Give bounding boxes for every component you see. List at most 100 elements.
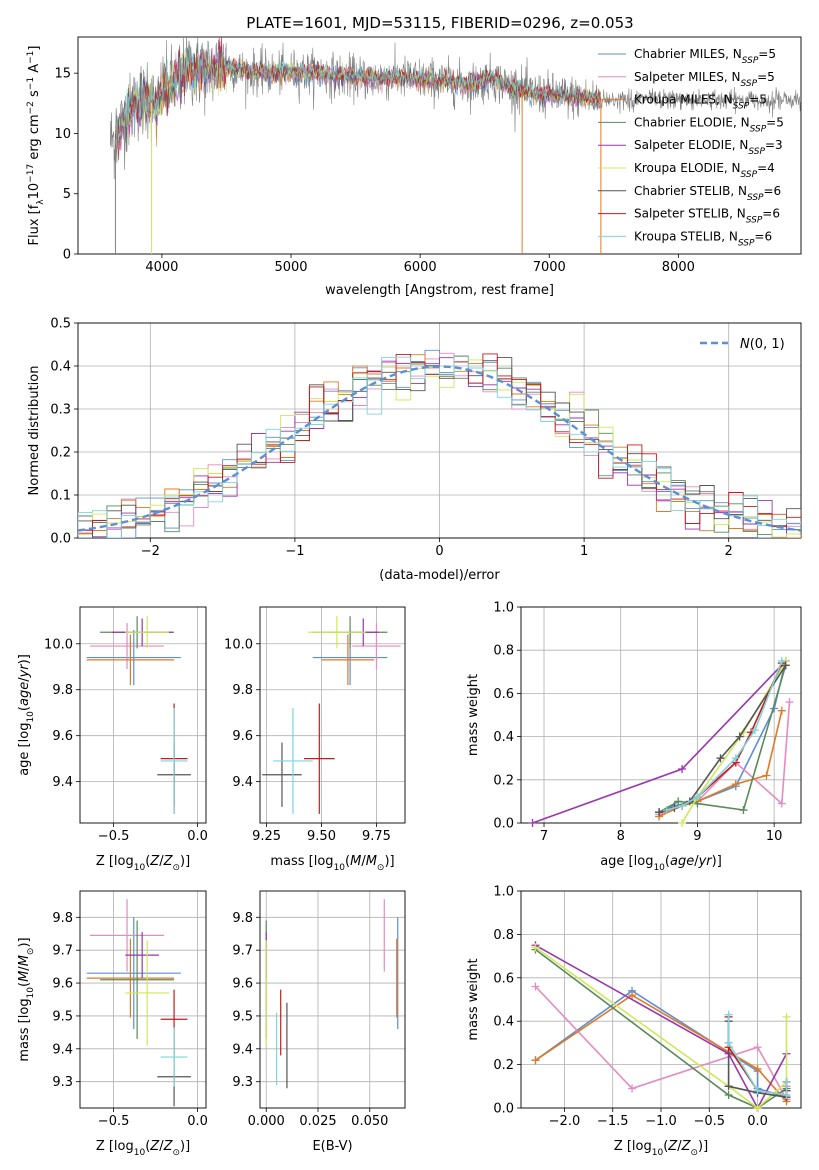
y-tick-label: 9.3	[52, 1075, 73, 1090]
x-tick-label: 9.75	[362, 829, 391, 844]
weight-marker	[777, 706, 786, 715]
y-tick-label: 0.3	[50, 403, 71, 418]
legend-entry: Salpeter ELODIE, NSSP=3	[634, 138, 783, 157]
plot-frame	[79, 890, 207, 1109]
weight-marker	[777, 799, 786, 808]
legend-entry: Kroupa STELIB, NSSP=6	[634, 229, 772, 248]
weight-marker	[753, 1043, 762, 1052]
weight-marker	[724, 1082, 733, 1091]
spectrum-axes: 4000 5000 6000 7000 8000 0 5 10 15 wavelength [An…	[26, 36, 802, 298]
x-axis-label: age [log10(age/yr)]	[600, 854, 722, 873]
x-tick-label: 0.025	[299, 1114, 336, 1129]
y-axis-label: mass [log10(M/M⊙)]	[17, 937, 36, 1061]
legend-entry: N(0, 1)	[740, 337, 785, 352]
legend-entry: Kroupa MILES, NSSP=5	[634, 93, 767, 112]
y-tick-label: 10	[54, 127, 71, 142]
legend: Chabrier MILES, NSSP=5 Salpeter MILES, NS…	[598, 47, 784, 248]
weight-line	[666, 660, 783, 811]
y-tick-label: 1.0	[493, 601, 514, 616]
y-tick-label: 0.2	[493, 1058, 514, 1073]
z-vs-weight-axes: −2.0 −1.5 −1.0 −0.5 0.0 0.0 0.2 0.4 0.6 0.8 1.0 Z […	[466, 885, 802, 1158]
y-tick-label: 0.0	[493, 1102, 514, 1117]
weight-marker	[678, 819, 687, 827]
x-axis-label: mass [log10(M/M⊙)]	[270, 854, 394, 873]
weight-marker	[678, 765, 687, 773]
residuals-axes: −2 −1 0 1 2 0.0 0.1 0.2 0.3 0.4 0.5 (data-model)/er…	[27, 317, 802, 583]
y-tick-label: 9.7	[52, 944, 73, 959]
x-axis-label: (data-model)/error	[379, 568, 500, 583]
weight-marker	[724, 1090, 733, 1099]
legend-entry: Salpeter STELIB, NSSP=6	[634, 207, 780, 226]
y-tick-label: 0.6	[493, 971, 514, 986]
x-tick-label: −1.0	[645, 1114, 677, 1129]
y-tick-label: 9.4	[52, 775, 73, 790]
z-vs-mass-axes: −0.5 0.0 9.3 9.4 9.5 9.6 9.7 9.8 Z [log10(Z/Z⊙)]…	[17, 890, 208, 1158]
x-axis-label: E(B-V)	[312, 1139, 352, 1154]
legend-entry: Kroupa ELODIE, NSSP=4	[634, 161, 775, 180]
y-tick-label: 9.5	[232, 1009, 253, 1024]
weight-marker	[731, 754, 740, 763]
weight-line	[535, 946, 788, 1108]
y-tick-label: 0.1	[50, 489, 71, 504]
x-axis-label: Z [log10(Z/Z⊙)]	[614, 1139, 708, 1158]
y-tick-label: 9.4	[52, 1042, 73, 1057]
plot-frame	[77, 36, 802, 255]
weight-marker	[693, 793, 702, 802]
plot-frame	[520, 606, 802, 824]
weight-marker	[777, 657, 786, 665]
x-tick-label: −0.5	[98, 1114, 130, 1129]
y-tick-label: 0.6	[493, 687, 514, 702]
y-tick-label: 9.4	[232, 1042, 253, 1057]
weight-marker	[716, 754, 725, 763]
y-axis-label: Flux [fλ10−17 erg cm−2 s−1 A−1]	[26, 46, 46, 246]
x-tick-label: 0.050	[351, 1114, 388, 1129]
y-tick-label: 9.7	[232, 944, 253, 959]
y-tick-label: 0.8	[493, 644, 514, 659]
y-tick-label: 10.0	[44, 637, 73, 652]
x-tick-label: 0.0	[747, 1114, 768, 1129]
y-tick-label: 9.8	[232, 683, 253, 698]
x-tick-label: 1	[580, 544, 588, 559]
weight-marker	[678, 801, 687, 810]
weight-marker	[628, 991, 637, 1000]
age-vs-weight-axes: 7 8 9 10 0.0 0.2 0.4 0.6 0.8 1.0 age [log10(age/yr…	[466, 601, 802, 873]
legend-entry: Chabrier MILES, NSSP=5	[634, 47, 776, 66]
y-tick-label: 9.3	[232, 1075, 253, 1090]
ebv-vs-mass-axes: 0.000 0.025 0.050 9.3 9.4 9.5 9.6 9.7 9.8 E(B-V)	[232, 890, 406, 1154]
y-tick-label: 9.4	[232, 775, 253, 790]
y-tick-label: 1.0	[493, 885, 514, 900]
x-tick-label: 8	[617, 829, 625, 844]
weight-marker	[528, 819, 537, 827]
model-spectrum	[115, 37, 601, 161]
weight-marker	[785, 698, 794, 707]
weight-marker	[531, 1056, 540, 1065]
x-tick-label: 7000	[533, 260, 566, 275]
y-tick-label: 0.2	[50, 446, 71, 461]
x-tick-label: 0.0	[187, 1114, 208, 1129]
weight-marker	[753, 1064, 762, 1073]
x-tick-label: 7	[540, 829, 548, 844]
y-axis-label: age [log10(age/yr)]	[17, 654, 36, 776]
x-tick-label: −2	[141, 544, 160, 559]
y-tick-label: 9.6	[232, 729, 253, 744]
y-tick-label: 9.5	[52, 1009, 73, 1024]
x-tick-label: 2	[725, 544, 733, 559]
plot-frame	[259, 606, 406, 824]
weight-marker	[724, 1010, 733, 1019]
weight-marker	[731, 780, 740, 789]
z-vs-age-axes: −0.5 0.0 9.4 9.6 9.8 10.0 Z [log10(Z/Z⊙)] age […	[17, 606, 208, 873]
y-axis-label: mass weight	[466, 958, 481, 1040]
weight-marker	[735, 732, 744, 741]
weight-marker	[782, 1077, 791, 1086]
weight-marker	[531, 943, 540, 952]
y-tick-label: 10.0	[224, 637, 253, 652]
figure-title: PLATE=1601, MJD=53115, FIBERID=0296, z=0…	[246, 14, 633, 32]
plot-frame	[259, 890, 406, 1109]
x-tick-label: 4000	[145, 260, 178, 275]
x-tick-label: −0.5	[693, 1114, 725, 1129]
legend-entry: Salpeter MILES, NSSP=5	[634, 70, 775, 89]
y-tick-label: 9.6	[52, 977, 73, 992]
y-tick-label: 0.0	[50, 532, 71, 547]
x-tick-label: 6000	[404, 260, 437, 275]
